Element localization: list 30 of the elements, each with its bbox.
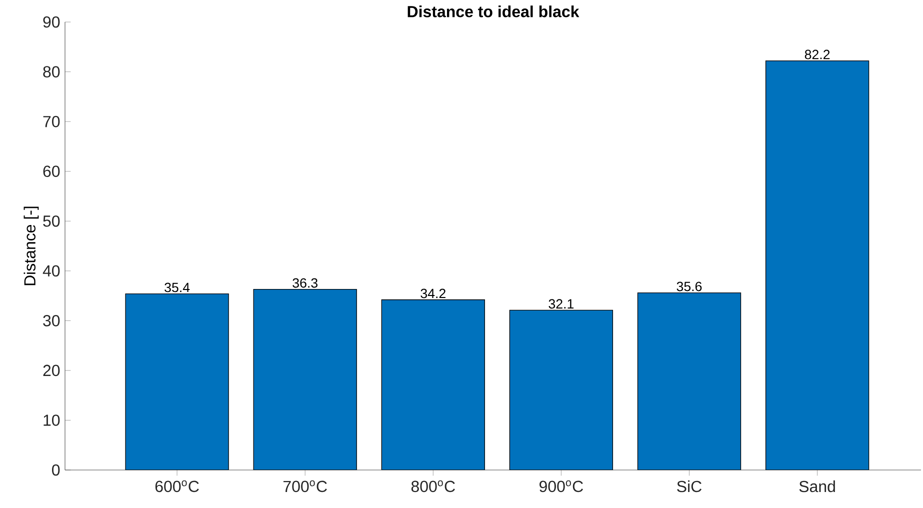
y-tick-label: 80 bbox=[43, 66, 60, 78]
x-tick-label: 800$^{o}$C bbox=[411, 480, 455, 492]
data-label: 32.1 bbox=[548, 299, 574, 309]
x-tick-label: SiC bbox=[677, 480, 702, 492]
y-tick-label: 0 bbox=[52, 464, 60, 476]
data-label: 36.3 bbox=[292, 278, 318, 288]
y-tick-label: 40 bbox=[42, 265, 60, 277]
x-tick-label: 600$^{o}$C bbox=[155, 480, 199, 492]
y-tick-label: 90 bbox=[43, 16, 60, 28]
bar bbox=[765, 60, 870, 470]
data-label: 82.2 bbox=[804, 50, 830, 60]
x-tick-label: Sand bbox=[799, 480, 835, 492]
y-tick-label: 20 bbox=[43, 364, 60, 376]
data-label: 35.4 bbox=[164, 282, 190, 292]
bar bbox=[509, 310, 614, 470]
y-tick-label: 50 bbox=[43, 215, 60, 227]
bar bbox=[253, 288, 357, 470]
data-label: 34.2 bbox=[420, 288, 446, 298]
y-tick-label: 10 bbox=[44, 414, 60, 426]
chart-title: Distance to ideal black bbox=[408, 6, 580, 18]
y-tick-label: 60 bbox=[43, 166, 60, 177]
bar bbox=[381, 299, 485, 470]
y-axis-title: Distance [-] bbox=[24, 206, 39, 286]
bar bbox=[637, 292, 742, 470]
bar bbox=[125, 293, 229, 470]
y-tick-label: 30 bbox=[43, 315, 60, 326]
x-tick-label: 900$^{o}$C bbox=[540, 480, 583, 492]
x-tick-label: 700$^{o}$C bbox=[283, 480, 327, 492]
y-tick-label: 70 bbox=[43, 116, 60, 128]
data-label: 35.6 bbox=[676, 282, 702, 292]
